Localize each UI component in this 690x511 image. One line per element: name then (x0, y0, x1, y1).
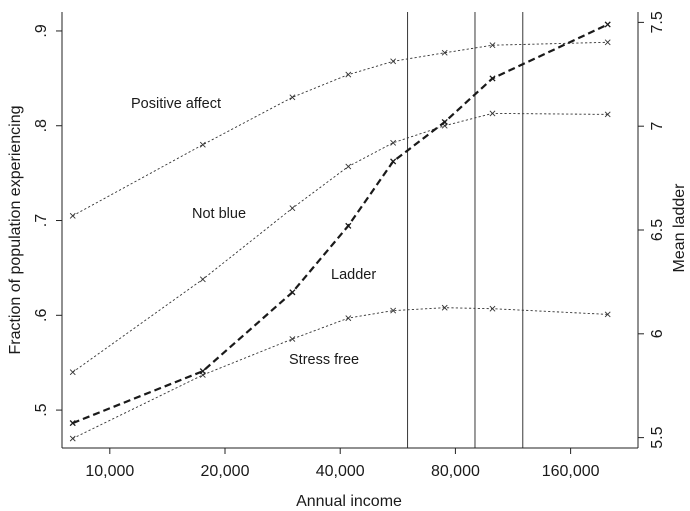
series-label-positive-affect: Positive affect (131, 96, 221, 112)
ladder-line (72, 23, 609, 425)
x-tick-label: 20,000 (201, 463, 250, 480)
right-y-tick-label: 7 (649, 122, 666, 131)
tick-marks (56, 21, 644, 454)
positive-affect-marker (390, 58, 397, 65)
left-y-tick-label: .5 (33, 403, 50, 416)
x-axis-title: Annual income (296, 493, 402, 510)
stress-free-marker (604, 311, 611, 318)
series-layer (69, 21, 611, 442)
right-y-tick-label: 5.5 (649, 426, 666, 448)
not-blue-line (72, 112, 608, 373)
right-y-tick-label: 7.5 (649, 11, 666, 33)
stress-free-marker (441, 304, 448, 311)
tick-labels: 10,000 20,000 40,000 80,000 160,000 .5 .6 .7 .8.… (33, 11, 666, 480)
ladder-marker (489, 75, 496, 82)
ladder-marker (69, 420, 76, 427)
ladder-marker (199, 368, 206, 375)
stress-free-line (72, 307, 608, 439)
not-blue-marker (604, 111, 611, 118)
positive-affect-marker (604, 39, 611, 46)
positive-affect-marker (199, 141, 206, 148)
right-y-axis-title: Mean ladder (671, 183, 688, 273)
left-y-tick-label: .9 (33, 24, 50, 37)
ladder-marker (390, 158, 397, 165)
stress-free-marker (345, 315, 352, 322)
not-blue-marker (69, 369, 76, 376)
positive-affect-marker (441, 49, 448, 56)
series-label-not-blue: Not blue (192, 206, 246, 222)
not-blue-marker (345, 163, 352, 170)
ladder-marker (289, 289, 296, 296)
not-blue-marker (489, 110, 496, 117)
right-y-tick-label: 6 (649, 329, 666, 338)
positive-affect-marker (345, 71, 352, 78)
x-tick-label: 10,000 (85, 463, 134, 480)
right-y-tick-label: 6.5 (649, 219, 666, 241)
positive-affect-marker (69, 212, 76, 219)
series-label-ladder: Ladder (331, 267, 376, 283)
ladder-marker (604, 21, 611, 28)
left-y-tick-label: .7 (33, 214, 50, 227)
not-blue-marker (390, 139, 397, 146)
x-tick-label: 40,000 (316, 463, 365, 480)
not-blue-marker (199, 276, 206, 283)
axes (61, 12, 639, 449)
left-y-tick-label: .6 (33, 309, 50, 322)
not-blue-marker (289, 205, 296, 212)
ladder-marker (345, 222, 352, 229)
stress-free-marker (69, 435, 76, 442)
positive-affect-line (72, 41, 608, 217)
income-threshold-lines (407, 12, 524, 448)
stress-free-marker (489, 305, 496, 312)
stress-free-marker (390, 307, 397, 314)
left-y-axis-title: Fraction of population experiencing (7, 105, 24, 354)
stress-free-marker (289, 336, 296, 342)
x-tick-label: 160,000 (542, 463, 600, 480)
series-label-stress-free: Stress free (289, 352, 359, 368)
ladder-marker (441, 118, 448, 126)
x-tick-label: 80,000 (431, 463, 480, 480)
positive-affect-marker (289, 94, 296, 101)
positive-affect-marker (489, 42, 496, 49)
left-y-tick-label: .8 (33, 119, 50, 132)
